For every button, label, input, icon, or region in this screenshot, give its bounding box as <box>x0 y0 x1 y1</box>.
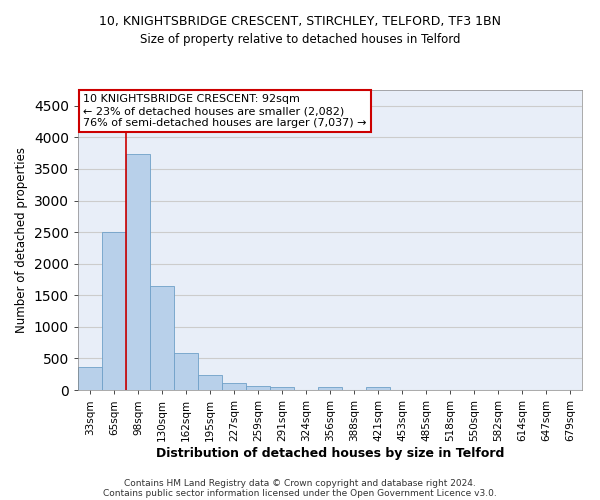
Text: Size of property relative to detached houses in Telford: Size of property relative to detached ho… <box>140 32 460 46</box>
Bar <box>246 386 270 390</box>
Bar <box>222 384 246 390</box>
Bar <box>198 376 222 390</box>
Bar <box>174 354 198 390</box>
Text: 10, KNIGHTSBRIDGE CRESCENT, STIRCHLEY, TELFORD, TF3 1BN: 10, KNIGHTSBRIDGE CRESCENT, STIRCHLEY, T… <box>99 15 501 28</box>
Bar <box>366 387 390 390</box>
Text: 10 KNIGHTSBRIDGE CRESCENT: 92sqm
← 23% of detached houses are smaller (2,082)
76: 10 KNIGHTSBRIDGE CRESCENT: 92sqm ← 23% o… <box>83 94 367 128</box>
Bar <box>126 154 150 390</box>
Y-axis label: Number of detached properties: Number of detached properties <box>15 147 28 333</box>
Text: Contains public sector information licensed under the Open Government Licence v3: Contains public sector information licen… <box>103 488 497 498</box>
Bar <box>150 286 174 390</box>
X-axis label: Distribution of detached houses by size in Telford: Distribution of detached houses by size … <box>156 446 504 460</box>
Text: Contains HM Land Registry data © Crown copyright and database right 2024.: Contains HM Land Registry data © Crown c… <box>124 478 476 488</box>
Bar <box>270 387 294 390</box>
Bar <box>318 387 342 390</box>
Bar <box>102 232 126 390</box>
Bar <box>78 366 102 390</box>
